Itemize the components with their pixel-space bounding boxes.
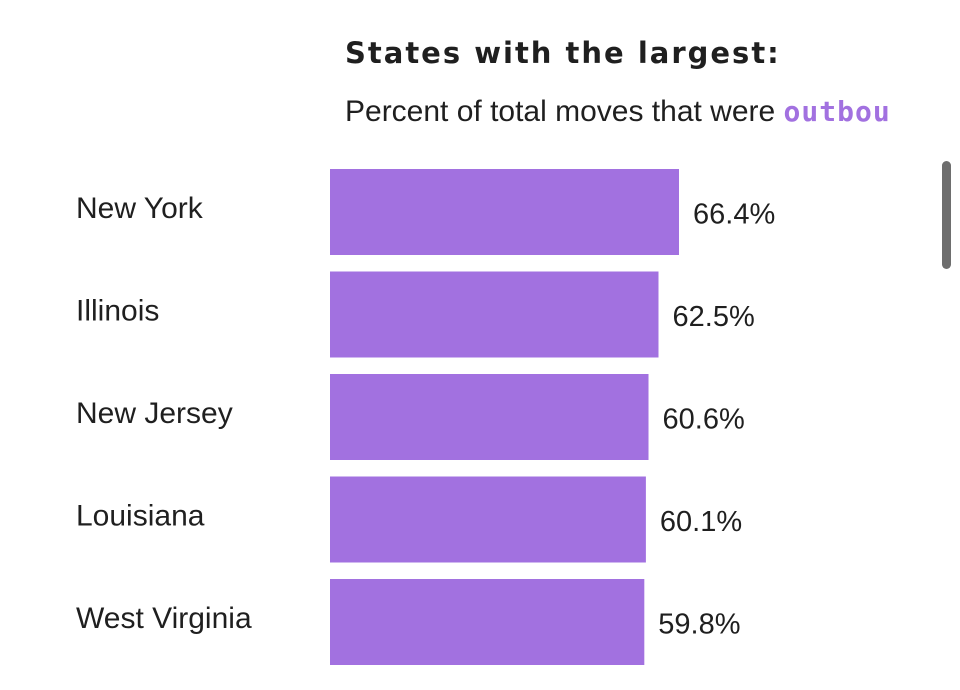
- bar-louisiana: [330, 476, 646, 563]
- bar-new-jersey: [330, 374, 649, 460]
- value-label: 60.6%: [663, 404, 745, 436]
- category-label: New Jersey: [76, 397, 233, 430]
- chart-subtitle: Percent of total moves that were outbou: [345, 95, 930, 129]
- chart-title: States with the largest:: [345, 36, 781, 70]
- value-label: 66.4%: [693, 199, 775, 231]
- category-label: West Virginia: [76, 602, 252, 635]
- category-label: Illinois: [76, 294, 159, 327]
- subtitle-prefix: Percent of total moves that were: [345, 95, 784, 128]
- category-label: Louisiana: [76, 499, 205, 532]
- bar-west-virginia: [330, 579, 645, 665]
- value-label: 60.1%: [660, 506, 742, 538]
- value-label: 62.5%: [673, 301, 755, 333]
- value-label: 59.8%: [658, 609, 740, 641]
- subtitle-highlight: outbou: [783, 95, 891, 128]
- scrollbar-thumb[interactable]: [942, 161, 951, 269]
- bar-new-york: [330, 169, 679, 255]
- bar-illinois: [330, 271, 659, 358]
- category-label: New York: [76, 192, 204, 225]
